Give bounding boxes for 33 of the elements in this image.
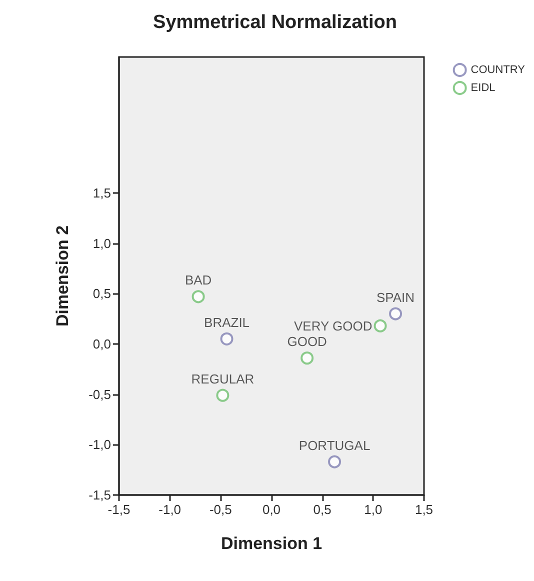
y-tick-label: 1,5 bbox=[92, 185, 111, 200]
annotation: SPAIN bbox=[376, 290, 415, 305]
point bbox=[192, 290, 205, 304]
point bbox=[374, 319, 387, 332]
y-tick-label: -1,0 bbox=[88, 437, 111, 452]
x-tick-label: 1,0 bbox=[364, 502, 382, 517]
x-axis-title: Dimension 1 bbox=[220, 534, 322, 553]
point bbox=[300, 352, 314, 365]
y-tick-label: -0,5 bbox=[88, 386, 111, 402]
x-tick-label: 1,5 bbox=[414, 502, 434, 517]
legend-label: EIDL bbox=[470, 82, 496, 94]
annotation: VERY GOOD bbox=[294, 318, 372, 334]
annotation: REGULAR bbox=[191, 371, 254, 386]
point bbox=[216, 388, 230, 402]
y-tick-label: -1,5 bbox=[88, 488, 111, 502]
y-tick-label: 0,0 bbox=[92, 336, 111, 352]
x-tick-label: -1,5 bbox=[108, 502, 130, 517]
point bbox=[220, 332, 234, 346]
x-tick-label: 0,0 bbox=[262, 502, 281, 517]
annotation: BRAZIL bbox=[204, 314, 250, 330]
x-tick-label: -0,5 bbox=[209, 502, 232, 517]
chart-title: Symmetrical Normalization bbox=[153, 12, 397, 33]
annotation: GOOD bbox=[287, 334, 327, 350]
legend-label: COUNTRY bbox=[470, 64, 526, 76]
y-tick-label: 1,0 bbox=[92, 236, 111, 251]
x-tick-label: -1,0 bbox=[158, 502, 182, 517]
y-axis-title: Dimension 2 bbox=[53, 225, 72, 327]
point bbox=[328, 455, 342, 468]
annotation: PORTUGAL bbox=[298, 438, 370, 453]
point bbox=[389, 307, 402, 320]
x-tick-label: 0,5 bbox=[313, 502, 332, 517]
y-tick-label: 0,5 bbox=[92, 286, 111, 302]
annotation: BAD bbox=[184, 272, 212, 288]
